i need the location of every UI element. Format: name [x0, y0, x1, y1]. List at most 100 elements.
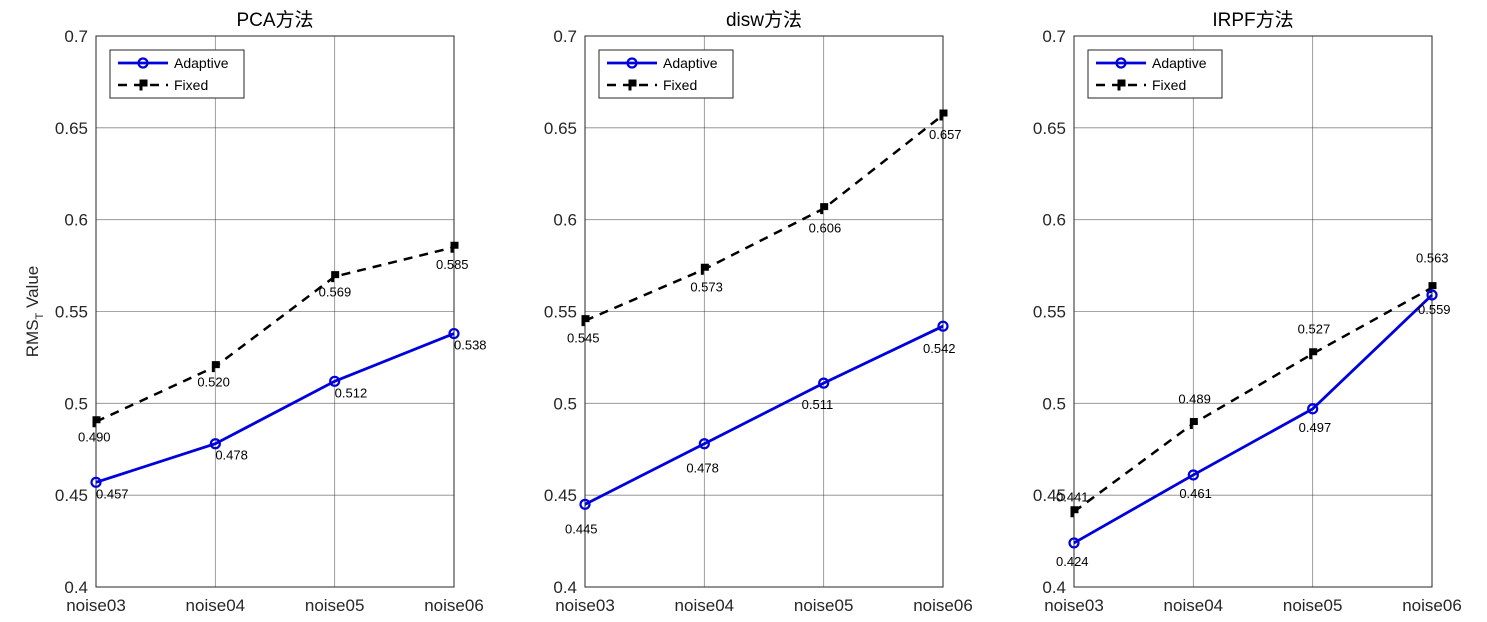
data-point-fixed: [450, 241, 459, 253]
data-label-fixed: 0.606: [809, 221, 842, 236]
axes-box: [584, 35, 944, 588]
x-tick-label: noise06: [1402, 596, 1462, 615]
data-point-adaptive: [329, 375, 341, 387]
data-label-adaptive: 0.445: [565, 521, 598, 536]
legend-label-adaptive: Adaptive: [174, 55, 229, 71]
data-point-fixed: [700, 263, 709, 275]
legend-label-fixed: Fixed: [1152, 77, 1186, 93]
chart-panel-2: 0.4 0.45 0.5 0.55 0.6 0.65 0.7 noise03 noise04 no…: [544, 9, 973, 615]
x-tick-label: noise04: [1164, 596, 1224, 615]
data-label-adaptive: 0.457: [96, 486, 129, 501]
data-point-fixed: [1309, 348, 1318, 360]
chart-panel-1: 0.4 0.45 0.5 0.55 0.6 0.65 0.7 noise03 noise04 no…: [23, 9, 487, 615]
data-label-fixed: 0.569: [319, 285, 352, 300]
data-label-adaptive: 0.538: [454, 338, 487, 353]
data-label-adaptive: 0.559: [1418, 302, 1451, 317]
y-tick-label: 0.7: [553, 27, 577, 46]
chart-title: disw方法: [726, 9, 802, 31]
data-point-adaptive: [937, 320, 949, 332]
y-tick-label: 0.55: [544, 303, 577, 322]
y-tick-label: 0.55: [1033, 303, 1066, 322]
data-label-adaptive: 0.461: [1179, 486, 1212, 501]
y-tick-label: 0.45: [55, 486, 88, 505]
axes-box: [95, 35, 455, 588]
data-label-fixed: 0.441: [1056, 490, 1089, 505]
legend: Adaptive Fixed: [598, 49, 734, 99]
x-tick-label: noise04: [186, 596, 246, 615]
series-line-fixed: [584, 113, 944, 322]
data-point-adaptive: [448, 327, 460, 340]
y-tick-label: 0.7: [1042, 27, 1066, 46]
x-tick-label: noise03: [555, 596, 615, 615]
chart-title: PCA方法: [236, 9, 313, 31]
data-point-adaptive: [1068, 537, 1080, 549]
y-tick-label: 0.55: [55, 303, 88, 322]
legend-label-fixed: Fixed: [663, 77, 697, 93]
data-point-adaptive: [1187, 469, 1199, 481]
data-label-adaptive: 0.478: [686, 461, 719, 476]
data-point-fixed: [820, 203, 829, 215]
x-tick-label: noise03: [1044, 596, 1104, 615]
data-label-adaptive: 0.497: [1299, 420, 1332, 435]
data-point-adaptive: [698, 438, 710, 450]
data-label-fixed: 0.527: [1298, 322, 1331, 337]
data-point-adaptive: [1307, 403, 1319, 415]
y-tick-label: 0.6: [553, 211, 577, 230]
data-label-fixed: 0.489: [1178, 392, 1211, 407]
x-tick-label: noise03: [66, 596, 126, 615]
legend-box: [598, 49, 734, 99]
y-tick-label: 0.65: [55, 119, 88, 138]
data-label-adaptive: 0.424: [1056, 554, 1089, 569]
data-point-fixed: [581, 315, 590, 327]
x-tick-label: noise06: [913, 596, 973, 615]
series-line-adaptive: [95, 332, 455, 484]
data-point-adaptive: [1426, 289, 1438, 301]
data-point-fixed: [92, 416, 101, 428]
y-tick-label: 0.65: [1033, 119, 1066, 138]
y-axis-label: RMST Value: [23, 266, 46, 357]
legend-label-fixed: Fixed: [174, 77, 208, 93]
data-label-fixed: 0.585: [436, 257, 469, 272]
legend: Adaptive Fixed: [1087, 49, 1223, 99]
y-tick-label: 0.65: [544, 119, 577, 138]
legend-box: [109, 49, 245, 99]
legend-marker-fixed: [139, 79, 148, 91]
y-tick-label: 0.45: [1033, 486, 1066, 505]
y-tick-label: 0.4: [553, 578, 577, 597]
data-label-adaptive: 0.511: [802, 397, 834, 412]
y-tick-label: 0.5: [64, 394, 88, 413]
series-line-fixed: [95, 246, 455, 423]
y-tick-label: 0.5: [553, 394, 577, 413]
y-tick-label: 0.6: [64, 211, 88, 230]
legend-label-adaptive: Adaptive: [1152, 55, 1207, 71]
legend-marker-adaptive: [1115, 57, 1127, 69]
series-line-adaptive: [1073, 293, 1433, 545]
data-label-fixed: 0.657: [929, 127, 962, 142]
data-point-fixed: [939, 109, 948, 121]
data-point-fixed: [331, 271, 340, 283]
legend-marker-adaptive: [137, 57, 149, 69]
data-label-adaptive: 0.542: [923, 341, 956, 356]
data-label-fixed: 0.563: [1416, 251, 1449, 266]
x-tick-label: noise05: [1283, 596, 1343, 615]
data-point-fixed: [1189, 418, 1198, 430]
data-point-fixed: [211, 361, 220, 373]
legend-marker-fixed: [628, 79, 637, 91]
axes-box: [1073, 35, 1433, 588]
data-point-adaptive: [209, 438, 221, 450]
data-point-adaptive: [579, 498, 591, 510]
chart-title: IRPF方法: [1212, 9, 1293, 31]
x-tick-label: noise05: [305, 596, 365, 615]
y-tick-label: 0.5: [1042, 394, 1066, 413]
data-label-adaptive: 0.478: [215, 448, 248, 463]
data-label-fixed: 0.520: [197, 375, 230, 390]
legend-label-adaptive: Adaptive: [663, 55, 718, 71]
legend-marker-adaptive: [626, 57, 638, 69]
series-line-adaptive: [584, 324, 944, 506]
y-tick-label: 0.4: [1042, 578, 1066, 597]
data-point-adaptive: [90, 476, 102, 488]
data-label-fixed: 0.573: [690, 279, 723, 294]
y-tick-label: 0.6: [1042, 211, 1066, 230]
x-tick-label: noise05: [794, 596, 854, 615]
